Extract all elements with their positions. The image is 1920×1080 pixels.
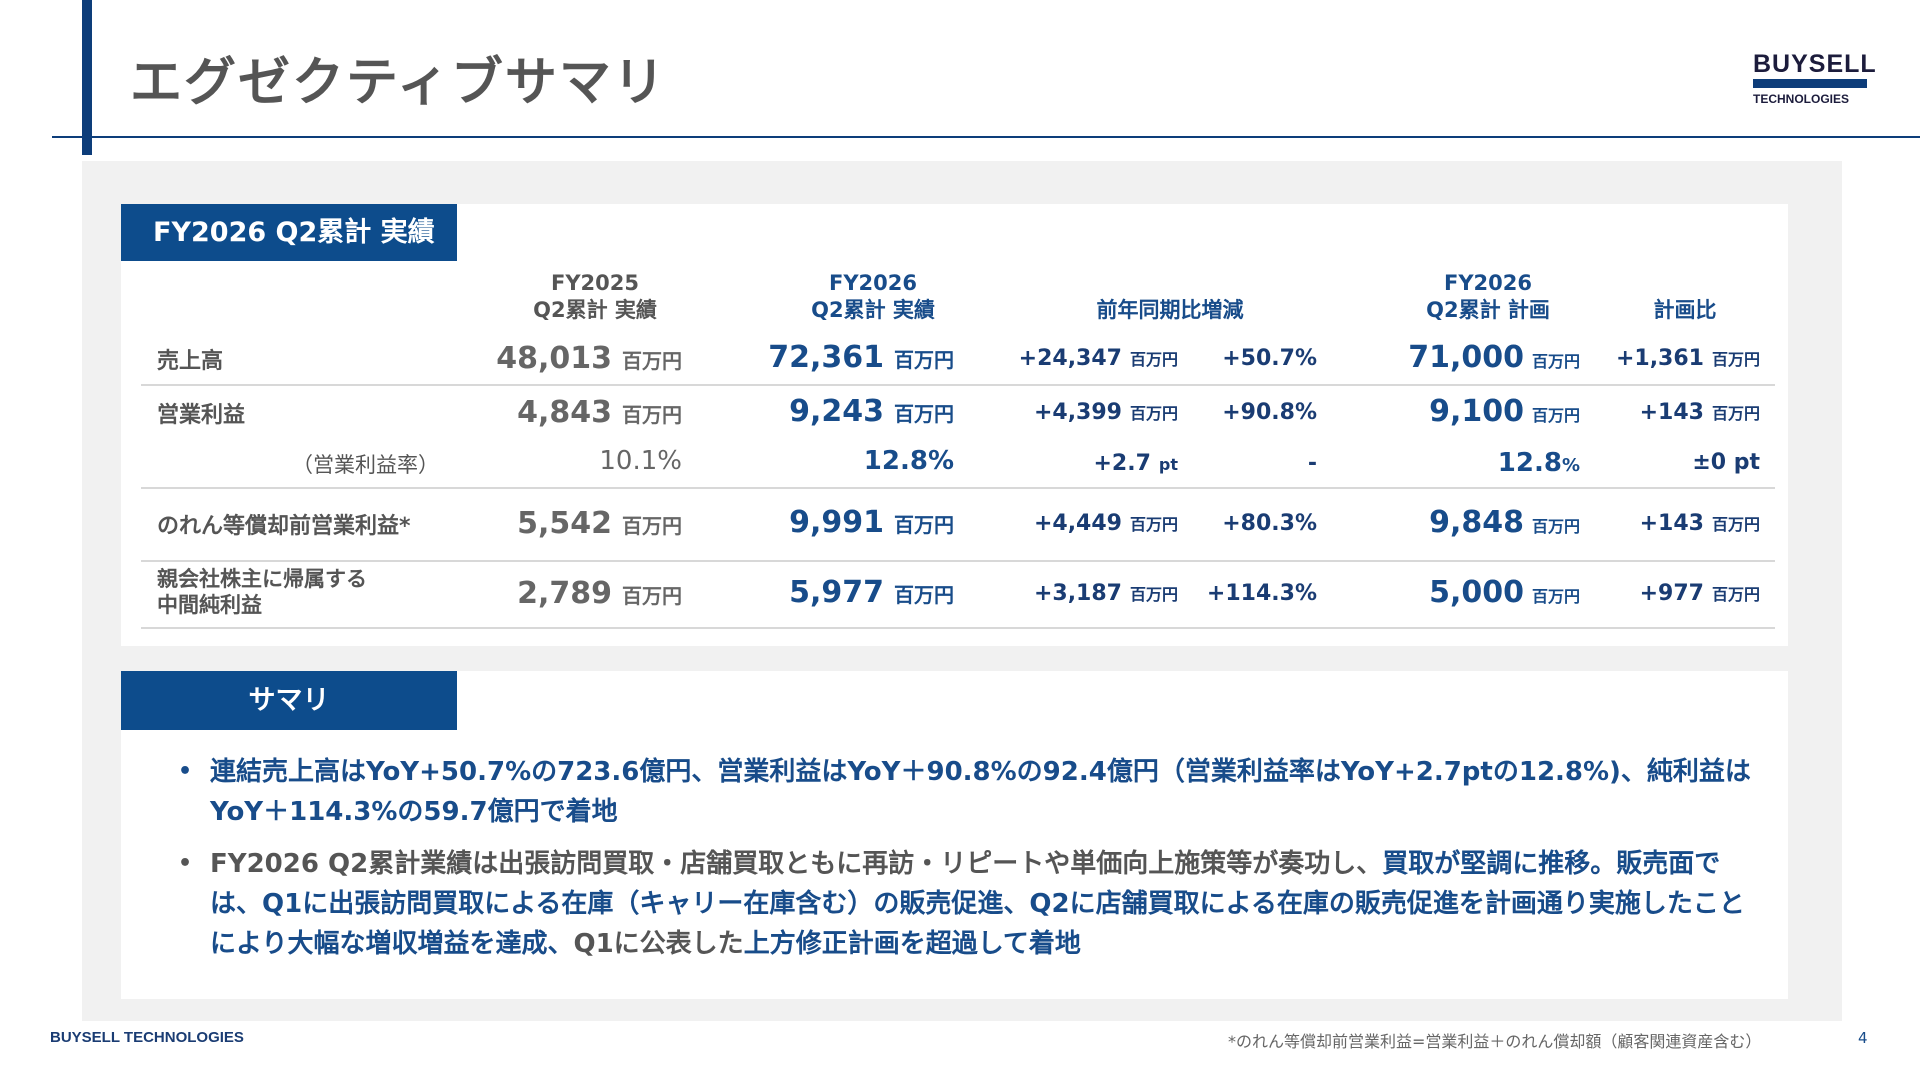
sales-yoy-pct: +50.7% xyxy=(1222,346,1317,371)
margin-plan: 12.8% xyxy=(1497,448,1580,478)
margin-yoy-pct: - xyxy=(1307,451,1317,476)
company-logo: BUYSELL TECHNOLOGIES xyxy=(1753,50,1877,106)
logo-bar xyxy=(1753,79,1867,88)
col-plan-line1: FY2026 xyxy=(1444,271,1532,295)
margin-vs-plan: ±0 pt xyxy=(1692,450,1760,475)
row-label-op-margin: （営業利益率） xyxy=(292,453,439,477)
summary-bullet-2-text-a: FY2026 Q2累計業績は出張訪問買取・店舗買取ともに再訪・リピートや単価向上… xyxy=(210,849,1383,879)
summary-bullets: • 連結売上高はYoY+50.7%の723.6億円、営業利益はYoY＋90.8%… xyxy=(178,752,1758,976)
opgw-yoy-amount: +4,449 百万円 xyxy=(1033,511,1178,536)
bullet-marker: • xyxy=(178,851,193,876)
footnote: *のれん等償却前営業利益=営業利益＋のれん償却額（顧客関連資産含む） xyxy=(1228,1032,1762,1051)
summary-bullet-2: • FY2026 Q2累計業績は出張訪問買取・店舗買取ともに再訪・リピートや単価… xyxy=(178,844,1758,964)
page-title: エグゼクティブサマリ xyxy=(130,53,667,113)
op-vs-plan: +143 百万円 xyxy=(1639,400,1760,425)
row-divider xyxy=(141,627,1775,629)
summary-bullet-2-text-d: Q1に公表した xyxy=(573,929,744,959)
col-fy2026-line2: Q2累計 実績 xyxy=(811,298,935,322)
title-accent-bar xyxy=(82,0,92,155)
col-fy2026-line1: FY2026 xyxy=(829,271,917,295)
summary-bullet-2-text-c: 販売面では、Q1に出張訪問買取による在庫（キャリー在庫含む）の販売促進、Q2に店… xyxy=(210,849,1745,959)
summary-bullet-1-text: 連結売上高はYoY+50.7%の723.6億円、営業利益はYoY＋90.8%の9… xyxy=(210,757,1751,827)
footer-company: BUYSELL TECHNOLOGIES xyxy=(50,1029,244,1046)
row-label-op-before-goodwill: のれん等償却前営業利益* xyxy=(157,514,411,539)
net-yoy-amount: +3,187 百万円 xyxy=(1033,581,1178,606)
row-divider xyxy=(141,560,1775,562)
col-vs-plan: 計画比 xyxy=(1653,298,1717,322)
summary-bullet-1: • 連結売上高はYoY+50.7%の723.6億円、営業利益はYoY＋90.8%… xyxy=(178,752,1758,832)
col-fy2026: FY2026 Q2累計 実績 xyxy=(773,270,973,324)
col-fy2025: FY2025 Q2累計 実績 xyxy=(495,270,695,324)
margin-fy2025: 10.1% xyxy=(599,446,682,476)
sales-fy2026: 72,361 百万円 xyxy=(768,340,954,375)
op-fy2026: 9,243 百万円 xyxy=(789,394,954,429)
col-plan: FY2026 Q2累計 計画 xyxy=(1388,270,1588,324)
summary-bullet-2-text-b: 買取が堅調に推移。 xyxy=(1382,849,1617,879)
opgw-vs-plan: +143 百万円 xyxy=(1639,511,1760,536)
opgw-fy2026: 9,991 百万円 xyxy=(789,505,954,540)
results-card xyxy=(121,204,1788,646)
results-section-tab: FY2026 Q2累計 実績 xyxy=(121,204,457,261)
net-fy2025: 2,789 百万円 xyxy=(517,576,682,611)
sales-fy2025: 48,013 百万円 xyxy=(496,341,682,376)
row-divider xyxy=(141,487,1775,489)
row-label-sales: 売上高 xyxy=(157,349,224,374)
op-fy2025: 4,843 百万円 xyxy=(517,395,682,430)
opgw-fy2025: 5,542 百万円 xyxy=(517,506,682,541)
net-vs-plan: +977 百万円 xyxy=(1639,581,1760,606)
logo-subtext: TECHNOLOGIES xyxy=(1753,92,1850,106)
bullet-marker: • xyxy=(178,759,193,784)
margin-fy2026: 12.8% xyxy=(863,446,954,476)
net-label-line1: 親会社株主に帰属する xyxy=(157,567,367,591)
net-plan: 5,000 百万円 xyxy=(1429,575,1580,610)
sales-plan: 71,000 百万円 xyxy=(1408,340,1580,375)
op-yoy-pct: +90.8% xyxy=(1222,400,1317,425)
op-yoy-amount: +4,399 百万円 xyxy=(1033,400,1178,425)
opgw-plan: 9,848 百万円 xyxy=(1429,505,1580,540)
net-yoy-pct: +114.3% xyxy=(1206,581,1317,606)
opgw-yoy-pct: +80.3% xyxy=(1222,511,1317,536)
net-fy2026: 5,977 百万円 xyxy=(789,575,954,610)
col-plan-line2: Q2累計 計画 xyxy=(1426,298,1550,322)
row-label-operating-profit: 営業利益 xyxy=(157,403,246,428)
col-fy2025-line1: FY2025 xyxy=(551,271,639,295)
col-fy2025-line2: Q2累計 実績 xyxy=(533,298,657,322)
row-divider xyxy=(141,384,1775,386)
page-number: 4 xyxy=(1858,1029,1868,1047)
sales-yoy-amount: +24,347 百万円 xyxy=(1018,346,1178,371)
net-label-line2: 中間純利益 xyxy=(157,593,262,617)
summary-section-tab: サマリ xyxy=(121,671,457,730)
logo-wordmark: BUYSELL xyxy=(1753,50,1877,78)
col-yoy: 前年同期比増減 xyxy=(1096,298,1244,322)
margin-yoy: +2.7 pt xyxy=(1093,451,1178,476)
summary-bullet-2-text-e: 上方修正計画を超過して着地 xyxy=(743,929,1081,959)
sales-vs-plan: +1,361 百万円 xyxy=(1615,346,1760,371)
row-label-net-income: 親会社株主に帰属する 中間純利益 xyxy=(157,566,367,618)
op-plan: 9,100 百万円 xyxy=(1429,394,1580,429)
header-divider xyxy=(52,136,1920,138)
